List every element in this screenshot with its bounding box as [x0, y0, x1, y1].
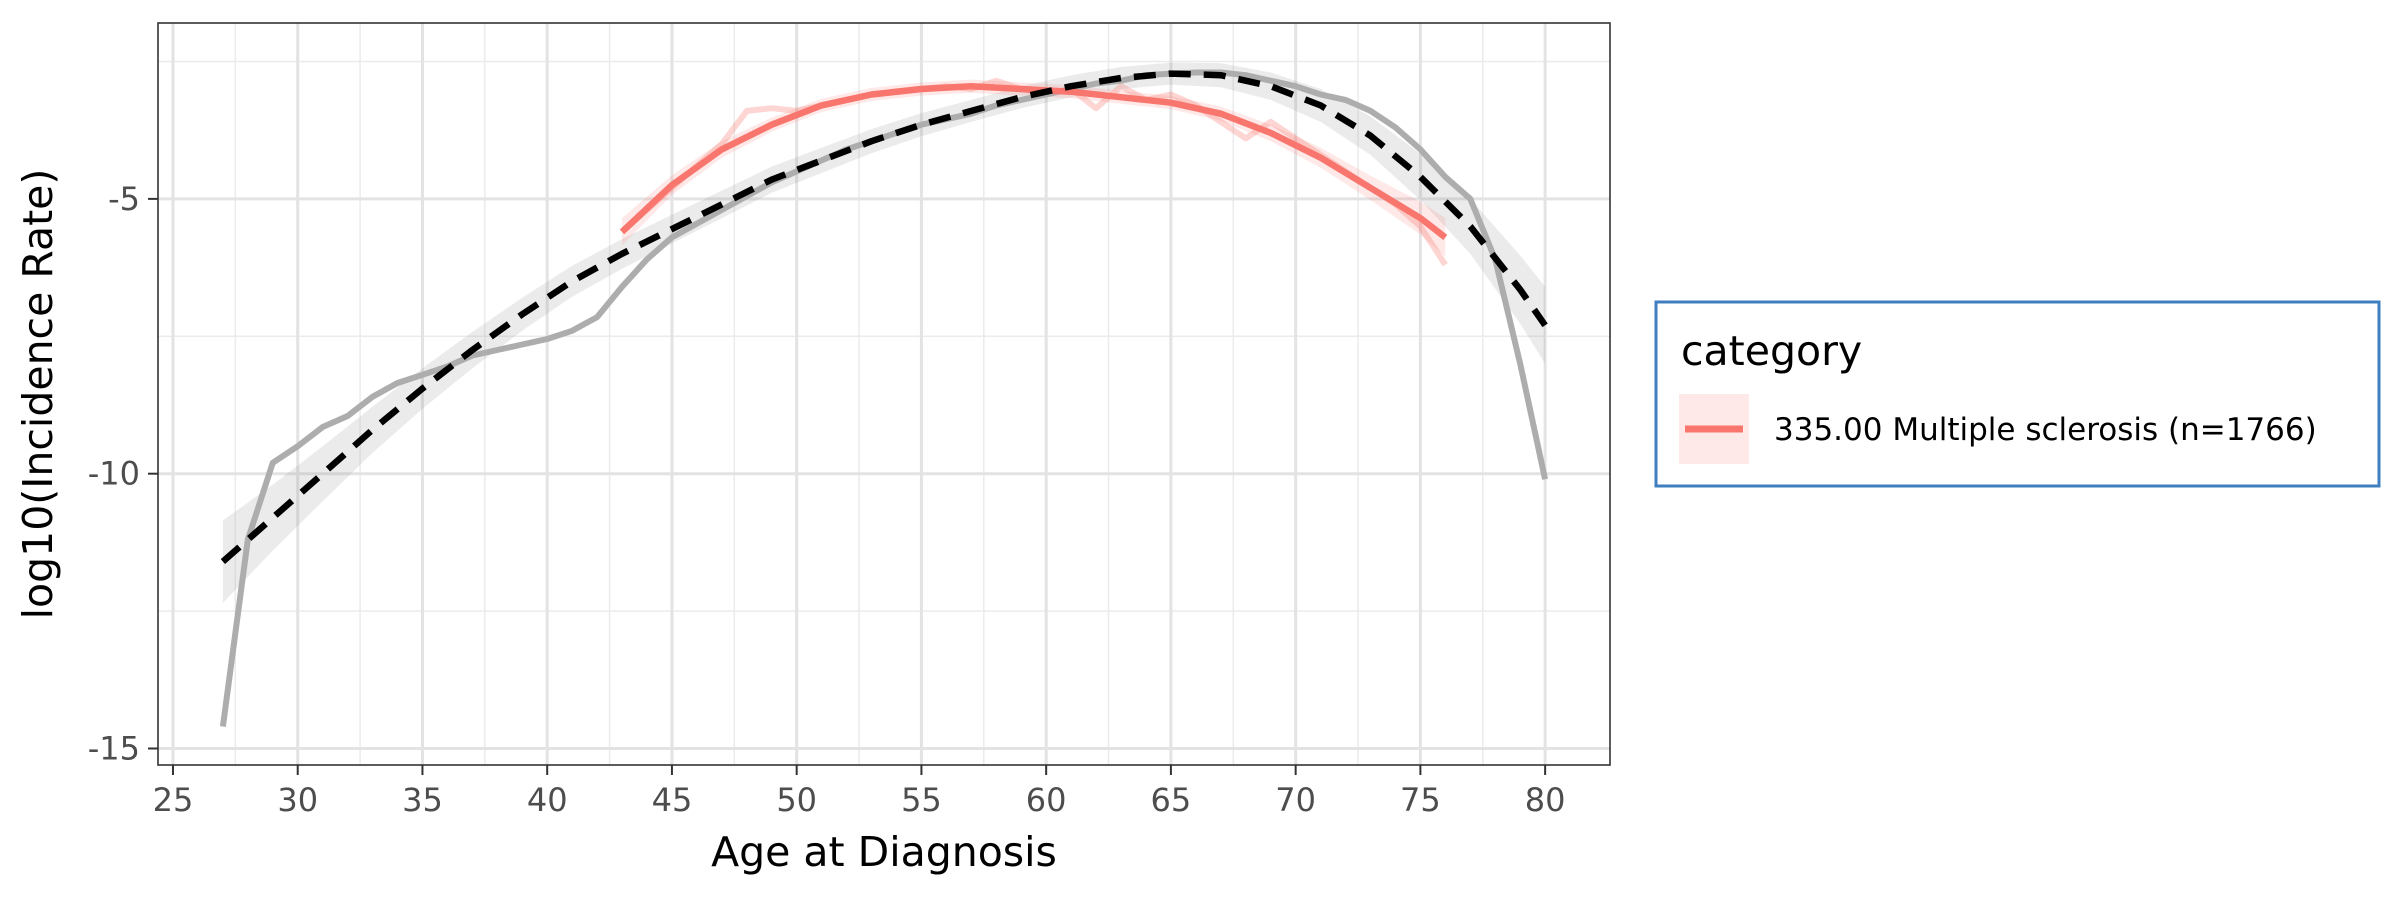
legend-title: category — [1681, 327, 1862, 375]
x-tick-label: 60 — [1026, 781, 1067, 819]
legend-box — [1654, 300, 2381, 488]
series-lines — [219, 69, 1549, 727]
x-tick-label: 55 — [901, 781, 942, 819]
x-tick-label: 25 — [153, 781, 194, 819]
plot-panel — [158, 23, 1610, 765]
x-tick-label: 35 — [402, 781, 443, 819]
y-tick-label: -10 — [88, 455, 140, 493]
x-tick-label: 70 — [1275, 781, 1316, 819]
reference-raw-line — [219, 69, 1549, 727]
plot-panel-border — [157, 22, 1611, 766]
y-axis-title: log10(Incidence Rate) — [14, 169, 62, 620]
x-tick-label: 65 — [1151, 781, 1192, 819]
x-tick-label: 50 — [776, 781, 817, 819]
x-axis-title: Age at Diagnosis — [711, 828, 1057, 876]
x-tick-label: 75 — [1400, 781, 1441, 819]
legend-entry-label: 335.00 Multiple sclerosis (n=1766) — [1774, 412, 2317, 448]
x-tick-label: 80 — [1525, 781, 1566, 819]
x-tick-label: 45 — [652, 781, 693, 819]
reference-confidence-band — [222, 62, 1546, 603]
y-tick-label: -15 — [88, 730, 140, 768]
y-tick-label: -5 — [108, 180, 140, 218]
x-tick-label: 30 — [277, 781, 318, 819]
axes: 25 30 35 40 45 50 55 60 65 70 75 80 -15 -10 -5 — [88, 180, 1566, 819]
legend: category 335.00 Multiple sclerosis (n=17… — [1654, 300, 2381, 488]
x-tick-label: 40 — [527, 781, 568, 819]
reference-smooth-dashed-line — [220, 70, 1548, 565]
